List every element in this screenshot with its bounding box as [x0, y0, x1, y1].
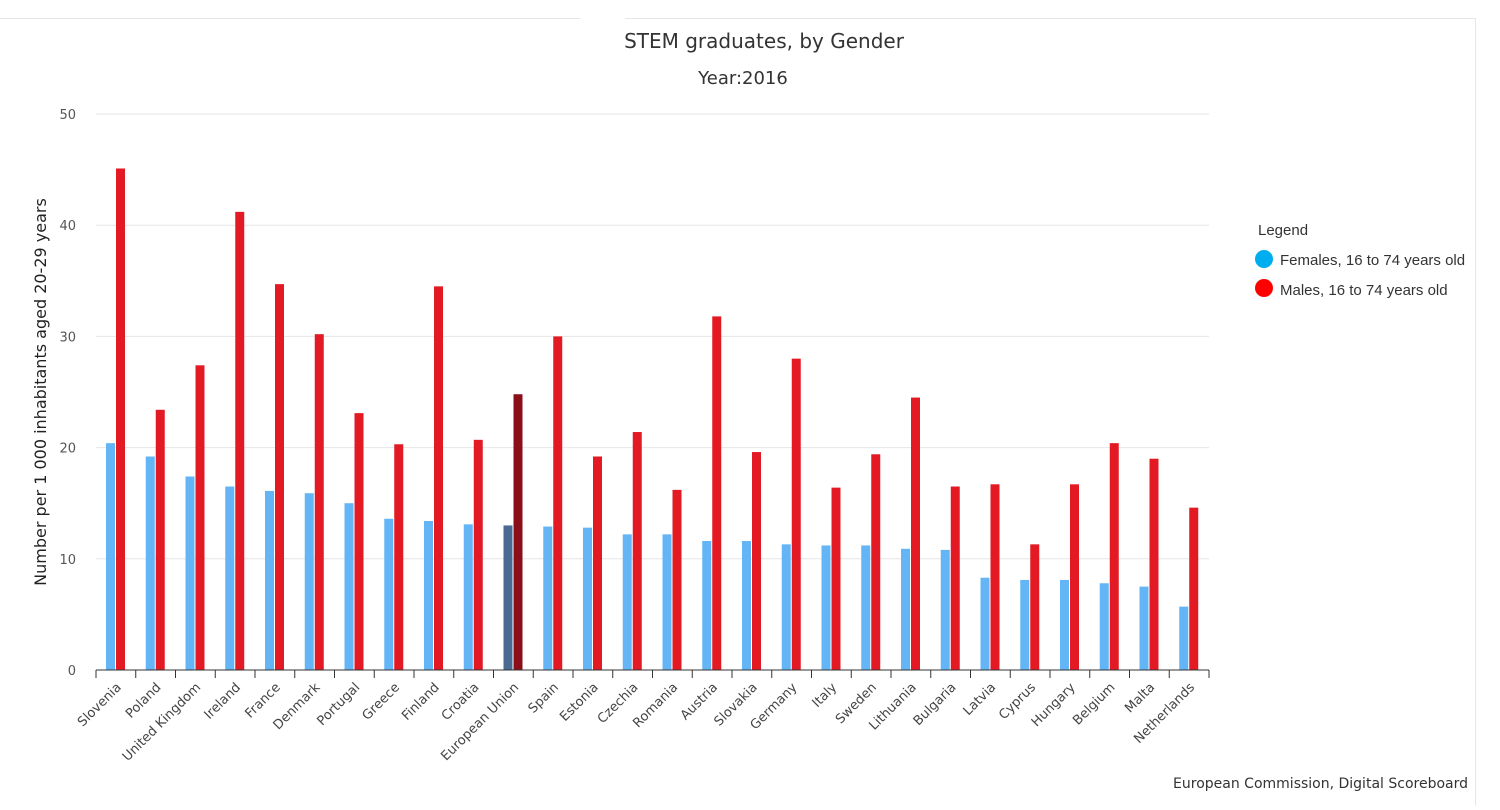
bar-male-croatia[interactable]: [473, 439, 483, 670]
bar-male-spain[interactable]: [553, 336, 563, 670]
bar-male-slovakia[interactable]: [752, 452, 761, 670]
bar-male-italy[interactable]: [831, 487, 841, 670]
chart-credit[interactable]: European Commission, Digital Scoreboard: [1173, 776, 1468, 792]
bar-male-hungary[interactable]: [1070, 484, 1079, 670]
y-tick-label: 30: [59, 330, 76, 345]
x-tick-label: Spain: [526, 680, 562, 716]
legend-title: Legend: [1258, 222, 1308, 239]
y-tick-label: 40: [59, 219, 76, 234]
chart-title: STEM graduates, by Gender: [624, 29, 905, 53]
bar-male-portugal[interactable]: [354, 413, 364, 670]
x-tick-label: Bulgaria: [911, 680, 960, 729]
y-tick-label: 10: [59, 553, 76, 568]
legend: Legend Females, 16 to 74 years old Males…: [1255, 222, 1465, 299]
bar-female-romania[interactable]: [662, 534, 672, 670]
bar-female-sweden[interactable]: [861, 545, 871, 670]
y-tick-label: 0: [68, 664, 76, 679]
x-tick-label: Hungary: [1029, 680, 1079, 730]
bar-male-netherlands[interactable]: [1189, 507, 1199, 670]
bar-male-united-kingdom[interactable]: [195, 365, 205, 670]
bar-male-austria[interactable]: [712, 316, 722, 670]
bar-male-belgium[interactable]: [1109, 443, 1119, 670]
bar-male-france[interactable]: [275, 284, 284, 670]
bar-female-belgium[interactable]: [1099, 583, 1109, 670]
bar-male-lithuania[interactable]: [911, 397, 920, 670]
bars: [106, 168, 1199, 670]
legend-swatch-males: [1255, 279, 1273, 297]
bar-female-italy[interactable]: [821, 545, 831, 670]
bar-male-european-union[interactable]: [513, 394, 523, 670]
legend-item-females[interactable]: Females, 16 to 74 years old: [1255, 250, 1465, 269]
bar-female-germany[interactable]: [781, 544, 791, 670]
bar-male-slovenia[interactable]: [116, 168, 125, 670]
bar-female-malta[interactable]: [1139, 586, 1149, 670]
bar-female-latvia[interactable]: [980, 577, 990, 670]
x-tick-label: Portugal: [315, 680, 364, 729]
bar-male-finland[interactable]: [434, 286, 443, 670]
x-tick-label: Estonia: [557, 680, 601, 724]
bar-female-finland[interactable]: [424, 520, 433, 670]
bar-female-czechia[interactable]: [622, 534, 632, 670]
legend-swatch-females: [1255, 250, 1273, 268]
x-tick-label: Slovenia: [75, 680, 125, 730]
bar-female-netherlands[interactable]: [1179, 606, 1189, 670]
bar-female-estonia[interactable]: [583, 527, 592, 670]
x-axis-tick-marks: [95, 670, 1210, 678]
y-axis-ticks: 0 10 20 30 40 50: [59, 108, 76, 679]
legend-item-males[interactable]: Males, 16 to 74 years old: [1255, 279, 1448, 299]
x-tick-label: Greece: [360, 680, 403, 723]
x-tick-label: Malta: [1122, 680, 1158, 716]
x-tick-label: Ireland: [202, 680, 244, 722]
bar-male-denmark[interactable]: [314, 334, 324, 670]
bar-male-malta[interactable]: [1149, 458, 1159, 670]
bar-male-estonia[interactable]: [593, 456, 602, 670]
bar-male-germany[interactable]: [791, 358, 801, 670]
bar-female-hungary[interactable]: [1060, 579, 1069, 670]
bar-male-romania[interactable]: [672, 489, 682, 670]
bar-female-lithuania[interactable]: [901, 548, 910, 670]
frame-top-border-right: [625, 18, 1475, 19]
bar-female-france[interactable]: [265, 490, 274, 670]
y-tick-label: 20: [59, 442, 76, 457]
bar-male-cyprus[interactable]: [1030, 544, 1040, 670]
bar-female-ireland[interactable]: [225, 486, 235, 670]
grid-lines: [96, 113, 1209, 560]
bar-male-bulgaria[interactable]: [950, 486, 960, 670]
bar-male-ireland[interactable]: [235, 211, 245, 670]
bar-male-greece[interactable]: [394, 444, 404, 670]
bar-female-bulgaria[interactable]: [940, 549, 950, 670]
bar-female-united-kingdom[interactable]: [185, 476, 195, 670]
bar-female-spain[interactable]: [543, 526, 553, 670]
legend-label-males: Males, 16 to 74 years old: [1280, 282, 1448, 299]
bar-female-slovenia[interactable]: [106, 443, 115, 670]
bar-male-sweden[interactable]: [871, 454, 881, 670]
bar-female-greece[interactable]: [384, 518, 394, 670]
bar-male-poland[interactable]: [155, 409, 165, 670]
bar-female-slovakia[interactable]: [742, 541, 751, 670]
x-tick-label: Belgium: [1070, 680, 1118, 728]
bar-female-austria[interactable]: [702, 541, 712, 670]
bar-female-cyprus[interactable]: [1020, 579, 1030, 670]
x-tick-label: Finland: [399, 680, 442, 723]
bar-male-latvia[interactable]: [990, 484, 1000, 670]
legend-label-females: Females, 16 to 74 years old: [1280, 252, 1465, 269]
bar-female-croatia[interactable]: [463, 524, 473, 670]
bar-female-european-union[interactable]: [503, 525, 513, 670]
x-tick-label: Italy: [810, 680, 841, 711]
y-tick-label: 50: [59, 108, 76, 123]
chart-subtitle: Year:2016: [697, 68, 788, 89]
y-axis-label: Number per 1 000 inhabitants aged 20-29 …: [31, 198, 50, 586]
bar-male-czechia[interactable]: [632, 432, 642, 670]
frame-right-border: [1475, 18, 1476, 806]
frame-top-border-left: [0, 18, 580, 19]
bar-female-denmark[interactable]: [304, 493, 314, 670]
bar-female-poland[interactable]: [145, 456, 155, 670]
bar-female-portugal[interactable]: [344, 503, 354, 670]
x-tick-label: Latvia: [961, 680, 1000, 719]
